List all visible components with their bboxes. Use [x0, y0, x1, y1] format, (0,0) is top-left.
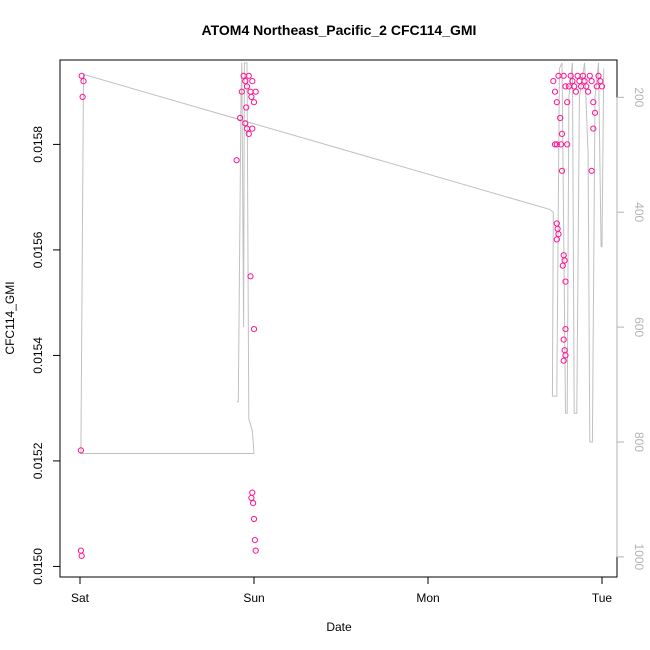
- depth-line-1: [80, 62, 605, 454]
- data-point: [243, 104, 250, 111]
- data-point: [581, 78, 588, 85]
- data-point: [562, 278, 569, 285]
- x-tick-label: Mon: [416, 591, 439, 605]
- data-point: [237, 114, 244, 122]
- y2-tick-label: 600: [632, 317, 646, 337]
- data-point: [553, 99, 560, 106]
- data-point: [585, 88, 592, 95]
- data-point: [250, 326, 258, 333]
- y-axis-label: CFC114_GMI: [3, 281, 17, 354]
- x-axis-label: Date: [326, 620, 352, 634]
- data-point: [251, 537, 258, 544]
- data-point: [583, 83, 590, 90]
- chart-title: ATOM4 Northeast_Pacific_2 CFC114_GMI: [202, 22, 477, 38]
- data-point: [243, 83, 251, 90]
- y2-tick-label: 200: [632, 87, 646, 107]
- data-point: [579, 72, 587, 79]
- data-point: [238, 88, 245, 95]
- data-point: [588, 167, 595, 174]
- data-point: [562, 326, 569, 333]
- data-point: [560, 72, 567, 79]
- y2-tick-label: 400: [632, 202, 646, 222]
- data-point: [249, 78, 256, 85]
- data-point: [588, 78, 595, 85]
- data-point: [252, 547, 259, 554]
- data-point: [247, 273, 254, 280]
- data-point: [250, 99, 258, 106]
- y-tick-label: 0.0154: [31, 337, 45, 374]
- x-tick-label: Tue: [592, 591, 613, 605]
- data-point: [564, 99, 571, 106]
- data-point: [248, 93, 255, 101]
- y-axis: 0.0150 0.0152 0.0154 0.0156 0.0158: [31, 126, 61, 585]
- data-point: [560, 357, 567, 364]
- data-point: [560, 336, 567, 343]
- data-point: [78, 552, 85, 560]
- data-point: [250, 500, 257, 507]
- data-point: [252, 88, 259, 95]
- data-point: [564, 141, 571, 148]
- data-point: [245, 72, 252, 79]
- x-tick-label: Sat: [71, 591, 90, 605]
- data-point: [597, 78, 604, 85]
- data-point: [561, 257, 568, 264]
- data-point: [550, 78, 557, 85]
- data-point: [557, 114, 564, 122]
- y-tick-label: 0.0150: [31, 548, 45, 585]
- data-point: [249, 125, 256, 132]
- data-point: [553, 141, 560, 148]
- data-point: [242, 120, 249, 127]
- y2-tick-label: 800: [632, 432, 646, 452]
- data-point: [571, 83, 578, 90]
- data-point: [242, 78, 249, 85]
- data-points: [77, 72, 606, 560]
- data-point: [595, 72, 602, 79]
- y-tick-label: 0.0156: [31, 231, 45, 268]
- data-point: [78, 72, 85, 79]
- data-point: [598, 83, 606, 90]
- y-tick-label: 0.0152: [31, 442, 45, 479]
- data-point: [249, 489, 256, 496]
- x-tick-label: Sun: [243, 591, 264, 605]
- data-point: [572, 88, 580, 95]
- data-point: [80, 78, 87, 85]
- data-point: [245, 130, 252, 137]
- y2-tick-label: 1000: [632, 544, 646, 571]
- data-point: [562, 352, 569, 359]
- y2-axis: 200 400 600 800 1000: [616, 87, 646, 571]
- data-point: [551, 88, 559, 95]
- data-point: [77, 447, 85, 454]
- data-point: [559, 262, 566, 269]
- data-point: [551, 141, 559, 148]
- data-point: [562, 83, 569, 90]
- y-tick-label: 0.0158: [31, 126, 45, 163]
- data-point: [233, 157, 240, 164]
- data-point: [558, 167, 566, 174]
- data-point: [558, 130, 566, 137]
- depth-lines: [80, 62, 605, 454]
- data-point: [586, 72, 593, 79]
- data-point: [79, 93, 86, 101]
- data-point: [555, 231, 562, 238]
- data-point: [567, 72, 574, 79]
- x-axis: Sat Sun Mon Tue: [71, 576, 613, 605]
- data-point: [591, 109, 599, 116]
- data-point: [590, 99, 597, 106]
- data-point: [250, 515, 258, 523]
- data-point: [553, 236, 560, 243]
- data-point: [569, 78, 576, 85]
- data-point: [590, 125, 597, 132]
- depth-line-2: [80, 62, 255, 454]
- data-point: [558, 141, 565, 148]
